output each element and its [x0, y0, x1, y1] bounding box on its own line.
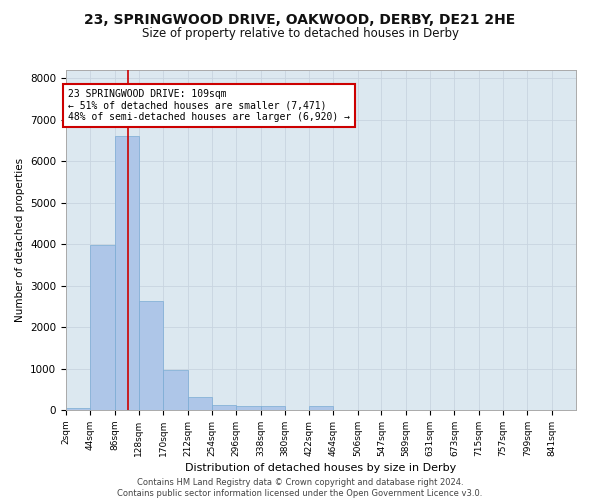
- Text: Size of property relative to detached houses in Derby: Size of property relative to detached ho…: [142, 28, 458, 40]
- Bar: [115, 136, 139, 410]
- Bar: [309, 406, 334, 410]
- Bar: [188, 397, 212, 410]
- Bar: [236, 406, 260, 410]
- Bar: [212, 405, 236, 410]
- Y-axis label: Number of detached properties: Number of detached properties: [14, 158, 25, 322]
- Bar: [66, 408, 91, 410]
- Bar: [139, 302, 163, 410]
- Bar: [91, 245, 115, 410]
- X-axis label: Distribution of detached houses by size in Derby: Distribution of detached houses by size …: [185, 463, 457, 473]
- Text: 23 SPRINGWOOD DRIVE: 109sqm
← 51% of detached houses are smaller (7,471)
48% of : 23 SPRINGWOOD DRIVE: 109sqm ← 51% of det…: [68, 88, 350, 122]
- Bar: [163, 370, 188, 410]
- Text: 23, SPRINGWOOD DRIVE, OAKWOOD, DERBY, DE21 2HE: 23, SPRINGWOOD DRIVE, OAKWOOD, DERBY, DE…: [85, 12, 515, 26]
- Text: Contains HM Land Registry data © Crown copyright and database right 2024.
Contai: Contains HM Land Registry data © Crown c…: [118, 478, 482, 498]
- Bar: [260, 406, 285, 410]
